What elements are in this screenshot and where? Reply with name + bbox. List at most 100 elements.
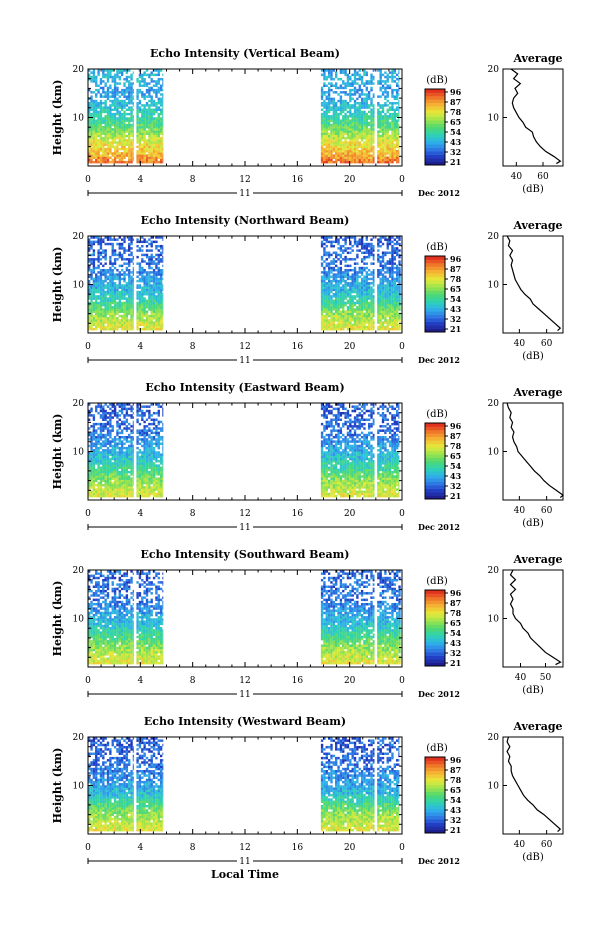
heatmap-cell (323, 101, 326, 105)
heatmap-cell (106, 325, 110, 329)
heatmap-cell (141, 121, 144, 125)
heatmap-cell (344, 297, 347, 300)
heatmap-cell (97, 323, 100, 327)
heatmap-cell (162, 130, 164, 133)
heatmap-cell (90, 446, 93, 450)
heatmap-cell (132, 91, 134, 94)
heatmap-cell (111, 292, 114, 296)
heatmap-cell (384, 295, 387, 298)
heatmap-cell (92, 160, 96, 164)
heatmap-cell (360, 115, 364, 118)
heatmap-cell (128, 325, 131, 329)
heatmap-cell (106, 486, 110, 489)
heatmap-cell (325, 136, 328, 140)
heatmap-cell (155, 136, 158, 140)
heatmap-cell (363, 258, 366, 261)
heatmap-cell (99, 147, 103, 151)
heatmap-cell (379, 152, 382, 155)
heatmap-cell (377, 150, 380, 153)
heatmap-cell (381, 266, 385, 270)
heatmap-cell (97, 468, 100, 472)
heatmap-cell (157, 150, 160, 153)
heatmap-cell (132, 82, 134, 85)
heatmap-cell (379, 106, 382, 109)
heatmap-cell (370, 247, 373, 250)
heatmap-cell (136, 314, 139, 318)
heatmap-cell (320, 136, 324, 140)
heatmap-cell (386, 312, 389, 316)
heatmap-cell (132, 271, 134, 274)
heatmap-cell (130, 119, 133, 122)
heatmap-cell (123, 271, 126, 274)
heatmap-cell (104, 301, 107, 305)
heatmap-cell (370, 310, 373, 313)
heatmap-cell (363, 145, 366, 149)
heatmap-cell (162, 325, 164, 329)
heatmap-cell (162, 88, 164, 92)
heatmap-cell (381, 286, 385, 289)
colorbar-tick-label: 96 (450, 87, 462, 97)
heatmap-cell (120, 327, 124, 331)
heatmap-cell (143, 323, 146, 327)
heatmap-cell (381, 275, 385, 279)
heatmap-cell (377, 104, 380, 107)
heatmap-cell (360, 143, 364, 146)
heatmap-cell (150, 141, 153, 144)
heatmap-cell (130, 299, 133, 303)
heatmap-cell (360, 277, 364, 281)
heatmap-cell (351, 325, 354, 329)
heatmap-cell (150, 160, 153, 164)
heatmap-cell (132, 292, 134, 296)
heatmap-cell (393, 255, 396, 259)
colorbar-tick-label: 87 (450, 97, 461, 107)
heatmap-cell (391, 325, 394, 329)
heatmap-cell (367, 160, 371, 164)
heatmap-cell (141, 277, 144, 281)
heatmap-cell (130, 75, 133, 79)
heatmap-cell (104, 106, 107, 109)
heatmap-cell (116, 69, 119, 72)
heatmap-cell (320, 271, 324, 274)
heatmap-cell (109, 301, 112, 305)
heatmap-cell (367, 117, 371, 120)
heatmap-cell (95, 325, 98, 329)
heatmap-cell (342, 158, 345, 162)
heatmap-cell (106, 77, 110, 81)
heatmap-cell (95, 297, 98, 300)
heatmap-cell (92, 449, 96, 452)
heatmap-cell (320, 119, 324, 122)
heatmap-cell (104, 414, 107, 417)
heatmap-cell (104, 158, 107, 162)
heatmap-cell (363, 251, 366, 254)
heatmap-cell (97, 264, 100, 268)
heatmap-cell (116, 101, 119, 105)
heatmap-cell (95, 301, 98, 305)
heatmap-cell (327, 154, 331, 157)
heatmap-cell (395, 264, 399, 268)
heatmap-cell (370, 244, 373, 248)
heatmap-cell (325, 325, 328, 329)
heatmap-cell (128, 156, 131, 160)
heatmap-cell (381, 288, 385, 292)
heatmap-cell (138, 130, 142, 133)
heatmap-cell (395, 108, 399, 112)
heatmap-cell (106, 154, 110, 157)
heatmap-cell (104, 262, 107, 265)
heatmap-cell (344, 84, 347, 87)
heatmap-cell (155, 110, 158, 114)
heatmap-cell (120, 73, 124, 77)
heatmap-cell (323, 308, 326, 311)
heatmap-cell (360, 160, 364, 164)
heatmap-cell (148, 108, 151, 112)
heatmap-cell (360, 145, 364, 149)
heatmap-cell (141, 77, 144, 81)
heatmap-cell (335, 160, 338, 164)
heatmap-cell (346, 247, 350, 250)
heatmap-cell (381, 299, 385, 303)
heatmap-cell (118, 110, 121, 114)
heatmap-cell (370, 262, 373, 265)
heatmap-cell (395, 268, 399, 272)
heatmap-cell (391, 75, 394, 79)
heatmap-cell (113, 139, 117, 142)
heatmap-cell (128, 95, 131, 98)
